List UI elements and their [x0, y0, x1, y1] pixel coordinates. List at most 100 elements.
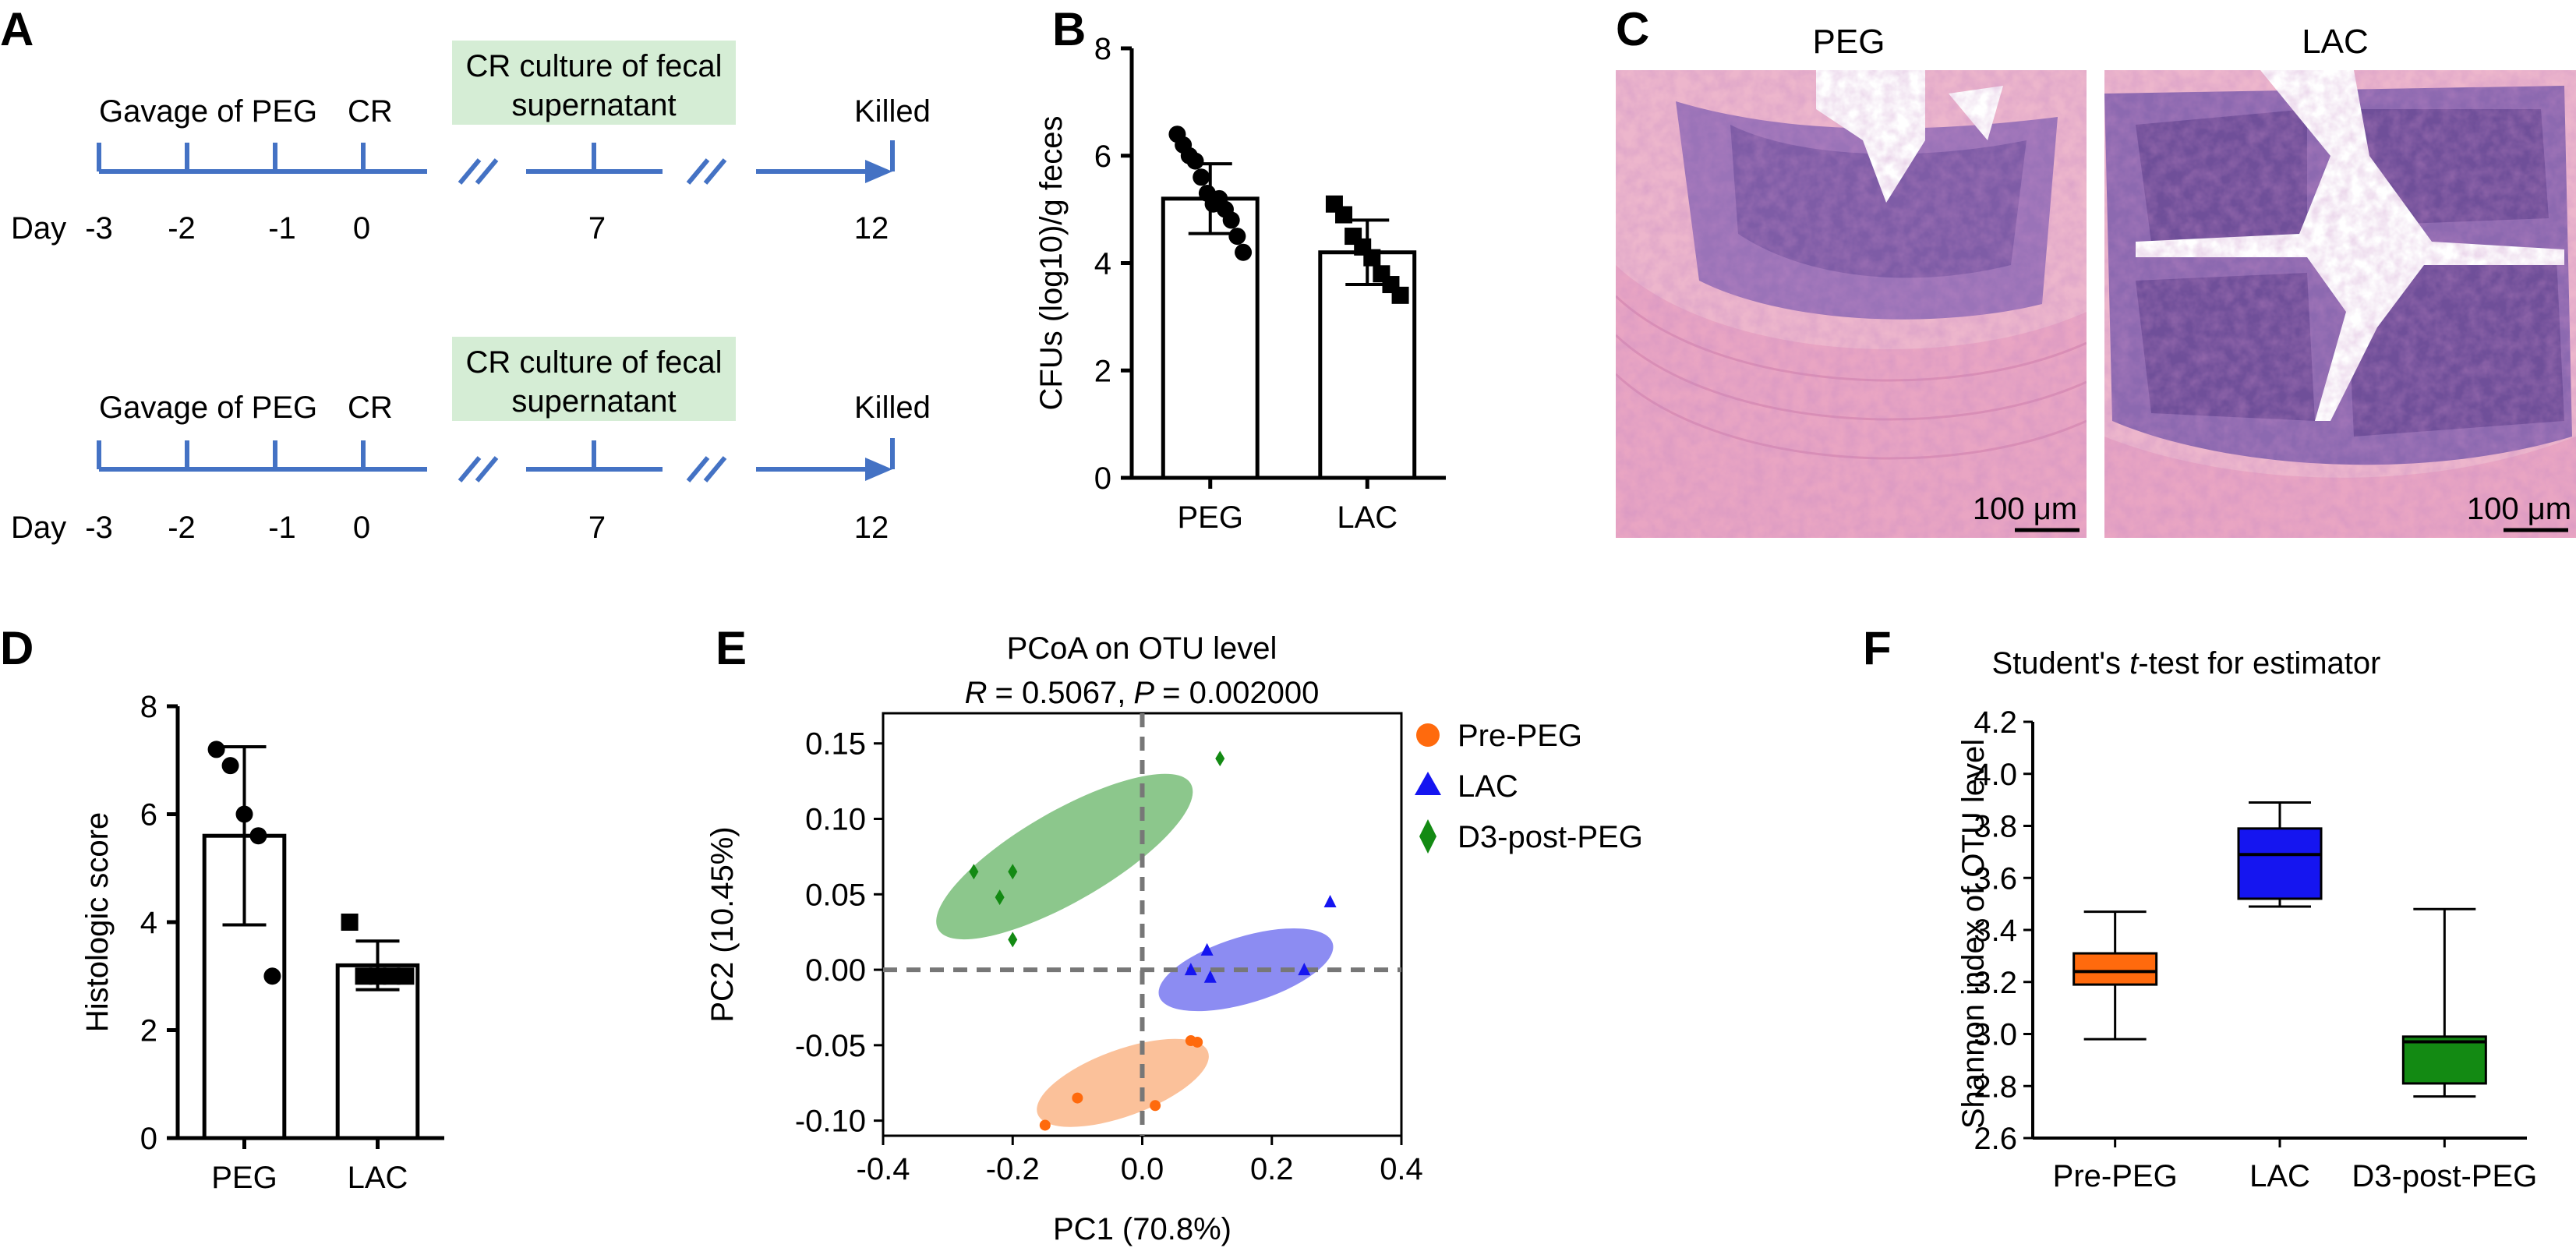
data-point: [221, 757, 239, 775]
title-suffix: -test for estimator: [2138, 646, 2380, 681]
bar: [335, 963, 420, 1140]
data-point: [1335, 206, 1353, 224]
y-tick-label: 2: [140, 1014, 157, 1048]
y-axis-label: Shannon index of OTU level: [1956, 739, 1991, 1129]
day-tick: -2: [168, 511, 196, 545]
data-point: [1222, 211, 1240, 229]
panel-label-b: B: [1052, 3, 1086, 55]
confidence-ellipse: [936, 773, 1193, 940]
day-tick: -1: [268, 511, 296, 545]
y-tick-label: 4.2: [1974, 705, 2017, 740]
y-axis-label: PC2 (10.45%): [705, 826, 740, 1022]
data-point: [1203, 970, 1217, 983]
timeline-arrowhead: [865, 160, 892, 183]
y-tick-label: 2: [1094, 354, 1111, 388]
y-axis-label: Histologic score: [80, 812, 115, 1032]
x-tick-label: Pre-PEG: [2053, 1159, 2178, 1193]
gavage-label: Gavage of PEG: [99, 94, 317, 129]
y-tick-label: 6: [140, 798, 157, 833]
x-tick-label: LAC: [2249, 1159, 2310, 1193]
data-point: [1200, 942, 1214, 956]
shannon-box-plot: 2.6 2.8 3.0 3.2 3.4 3.6 3.8 4.0 4.2 Pre-PEG LAC D3-…: [1956, 646, 2537, 1193]
data-point: [1186, 152, 1204, 170]
x-tick-label: -0.2: [986, 1152, 1040, 1186]
data-point: [207, 741, 225, 758]
subtitle-r: = 0.5067,: [995, 676, 1125, 710]
subtitle-r-label: R: [965, 676, 988, 710]
y-tick-label: 8: [1094, 32, 1111, 66]
data-point: [1008, 932, 1018, 948]
data-point: [383, 967, 401, 985]
day-tick: 12: [854, 511, 889, 545]
box: [2072, 952, 2158, 986]
panel-label-e: E: [716, 622, 747, 674]
chart-subtitle: R = 0.5067, P = 0.002000: [965, 676, 1320, 710]
panel-label-d: D: [0, 622, 34, 674]
x-tick-label: LAC: [1337, 500, 1398, 535]
y-tick-label: 0.15: [805, 727, 866, 762]
y-tick-label: 6: [1094, 140, 1111, 174]
legend-label: LAC: [1458, 769, 1518, 804]
day-tick: -1: [268, 211, 296, 246]
day-tick: -3: [85, 211, 113, 246]
killed-label: Killed: [854, 94, 931, 129]
y-tick-label: 4.0: [1974, 758, 2017, 792]
panel-label-f: F: [1863, 622, 1892, 674]
y-tick-label: -0.10: [795, 1105, 866, 1139]
subtitle-p: = 0.002000: [1162, 676, 1319, 710]
y-tick-label: 4: [1094, 247, 1111, 281]
histologic-score-bar-chart: 0 2 4 6 8 Histologic score PEG LAC: [80, 690, 444, 1195]
data-point: [1072, 1092, 1083, 1104]
y-tick-label: 3.0: [1974, 1018, 2017, 1052]
chart-title: Student's t-test for estimator: [1992, 646, 2381, 681]
data-point: [1323, 894, 1337, 907]
box: [2401, 1035, 2487, 1085]
subtitle-p-label: P: [1133, 676, 1154, 710]
data-point: [369, 967, 387, 985]
culture-box-line1: CR culture of fecal: [465, 49, 722, 83]
bar: [1318, 250, 1417, 480]
data-point: [969, 864, 979, 880]
x-tick-label: LAC: [348, 1161, 408, 1195]
y-tick-label: 3.6: [1974, 861, 2017, 896]
day-tick: 7: [588, 211, 606, 246]
timeline-arrowhead: [865, 458, 892, 481]
y-tick-label: 8: [140, 690, 157, 724]
histology-image-lac: [2104, 70, 2576, 538]
panel-label-c: C: [1616, 3, 1649, 55]
scale-bar-label-peg: 100 μm: [1973, 492, 2077, 526]
day-label: Day: [11, 511, 66, 545]
cr-label: CR: [348, 94, 393, 129]
scale-bar-label-lac: 100 μm: [2467, 492, 2571, 526]
data-point: [1192, 1036, 1203, 1048]
gavage-label: Gavage of PEG: [99, 391, 317, 425]
timeline-row-1: CR culture of fecal supernatant Gavage o…: [11, 41, 931, 246]
x-axis-label: PC1 (70.8%): [1053, 1212, 1231, 1246]
legend-marker: [1416, 723, 1440, 747]
y-tick-label: 0.10: [805, 803, 866, 837]
legend-label: D3-post-PEG: [1458, 820, 1643, 854]
day-tick: -2: [168, 211, 196, 246]
x-tick-label: D3-post-PEG: [2352, 1159, 2537, 1193]
cr-label: CR: [348, 391, 393, 425]
legend-marker: [1415, 772, 1441, 795]
histology-title-lac: LAC: [2302, 23, 2369, 61]
data-point: [1008, 864, 1018, 880]
title-t: t: [2129, 646, 2140, 681]
data-point: [355, 967, 373, 985]
y-axis-label: CFUs (log10)/g feces: [1034, 116, 1069, 411]
culture-box-line1: CR culture of fecal: [465, 345, 722, 380]
y-tick-label: 3.8: [1974, 810, 2017, 844]
chart-title: PCoA on OTU level: [1007, 631, 1277, 666]
culture-box: [452, 337, 736, 421]
y-tick-label: -0.05: [795, 1029, 866, 1063]
day-tick: 7: [588, 511, 606, 545]
y-tick-label: 4: [140, 906, 157, 940]
confidence-ellipse: [1037, 1038, 1209, 1127]
data-point: [1039, 1119, 1051, 1131]
data-point: [235, 805, 253, 823]
data-point: [341, 914, 359, 931]
data-point: [1228, 228, 1246, 246]
killed-label: Killed: [854, 391, 931, 425]
